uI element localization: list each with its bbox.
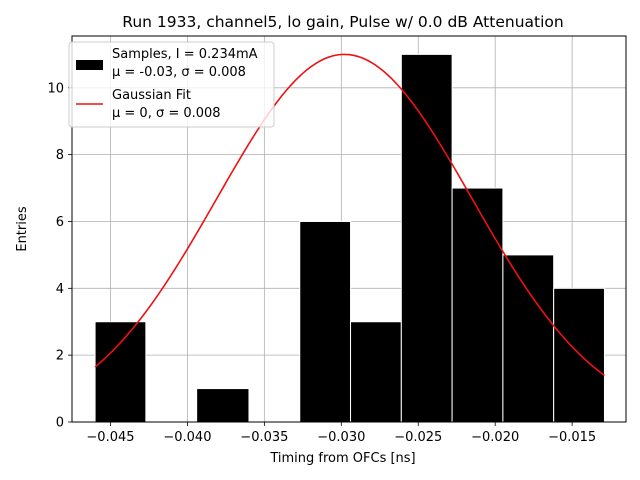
gaussian-fit (94, 53, 605, 377)
x-tick-label: −0.015 (548, 430, 596, 445)
y-tick-label: 2 (56, 349, 64, 364)
y-tick-label: 4 (56, 282, 64, 297)
y-axis: 0 2 4 6 8 10 (47, 81, 72, 431)
histogram-bar (94, 321, 147, 423)
x-axis: −0.045 −0.040 −0.035 −0.030 −0.025 −0.020 −0.0… (86, 422, 596, 445)
y-axis-label: Entries (15, 206, 30, 252)
legend: Samples, I = 0.234mA μ = -0.03, σ = 0.00… (68, 41, 275, 128)
x-tick-label: −0.040 (163, 430, 211, 445)
y-tick-label: 6 (56, 215, 64, 230)
plot-frame (71, 35, 627, 423)
legend-histogram-swatch (76, 60, 103, 70)
legend-histogram-label: Samples, I = 0.234mA (112, 47, 258, 62)
histogram-bars (94, 53, 605, 423)
histogram-bar (350, 321, 402, 423)
x-tick-label: −0.025 (394, 430, 442, 445)
histogram-bar (196, 388, 250, 423)
histogram-bar (553, 287, 605, 423)
x-tick-label: −0.020 (471, 430, 519, 445)
x-tick-label: −0.045 (86, 430, 134, 445)
y-tick-label: 8 (56, 148, 64, 163)
chart-title: Run 1933, channel5, lo gain, Pulse w/ 0.… (122, 13, 563, 31)
legend-fit-stats: μ = 0, σ = 0.008 (112, 106, 221, 121)
x-tick-label: −0.035 (240, 430, 288, 445)
gaussian-fit-line (94, 53, 605, 377)
x-tick-label: −0.030 (317, 430, 365, 445)
y-tick-label: 10 (47, 81, 64, 96)
legend-box (68, 41, 275, 128)
y-tick-label: 0 (56, 416, 64, 431)
histogram-bar (400, 53, 453, 423)
x-axis-label: Timing from OFCs [ns] (269, 451, 415, 466)
histogram-bar (502, 254, 555, 423)
legend-fit-label: Gaussian Fit (112, 88, 191, 103)
histogram-bar (451, 187, 504, 423)
histogram-bar (299, 220, 352, 423)
legend-histogram-stats: μ = -0.03, σ = 0.008 (112, 65, 246, 80)
